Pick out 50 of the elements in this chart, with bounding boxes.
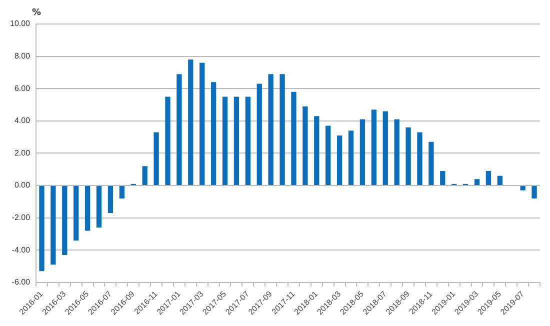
- bar: [280, 74, 285, 186]
- bar: [154, 132, 159, 186]
- bar: [165, 96, 170, 186]
- bar: [474, 179, 480, 186]
- bar: [108, 186, 114, 213]
- bar: [371, 110, 376, 186]
- bar: [348, 130, 354, 186]
- bar: [222, 96, 228, 186]
- y-tick-label: 10.00: [10, 19, 31, 28]
- y-tick-label: -4.00: [12, 245, 31, 254]
- bar: [406, 127, 411, 186]
- y-axis-title: %: [32, 8, 42, 18]
- bar: [142, 166, 148, 186]
- bar: [39, 186, 44, 272]
- bar: [268, 74, 274, 186]
- bar: [486, 170, 492, 186]
- bar: [417, 132, 422, 186]
- bar: [326, 126, 331, 186]
- bar: [74, 186, 79, 240]
- bar: [382, 111, 388, 186]
- bar: [176, 74, 182, 186]
- bar: [532, 186, 537, 198]
- bar: [336, 135, 342, 186]
- bar: [50, 186, 56, 265]
- y-tick-label: -2.00: [12, 213, 31, 222]
- bar: [245, 96, 250, 186]
- bar: [119, 186, 125, 198]
- bar: [291, 92, 296, 186]
- bar: [520, 186, 526, 190]
- bar: [497, 176, 502, 186]
- bar: [256, 84, 262, 186]
- y-tick-label: 4.00: [14, 116, 31, 126]
- bar: [394, 119, 400, 186]
- bar: [428, 142, 434, 186]
- y-tick-label: 0.00: [14, 180, 31, 190]
- bar: [96, 186, 102, 228]
- y-tick-label: 2.00: [14, 148, 31, 158]
- bar: [314, 116, 320, 186]
- bar: [440, 170, 446, 186]
- bar: [234, 96, 240, 186]
- bar: [210, 82, 216, 186]
- bar: [200, 62, 205, 186]
- bar: [62, 186, 68, 255]
- y-tick-label: 8.00: [14, 52, 31, 61]
- y-tick-label: -6.00: [12, 278, 31, 287]
- bar: [188, 60, 194, 186]
- bar: [302, 106, 308, 186]
- bar: [84, 186, 90, 231]
- bar: [360, 119, 366, 186]
- y-tick-label: 6.00: [14, 84, 31, 93]
